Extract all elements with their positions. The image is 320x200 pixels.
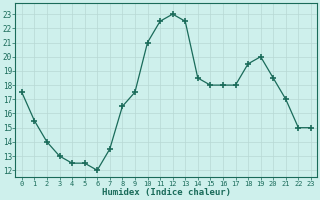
X-axis label: Humidex (Indice chaleur): Humidex (Indice chaleur)	[102, 188, 231, 197]
